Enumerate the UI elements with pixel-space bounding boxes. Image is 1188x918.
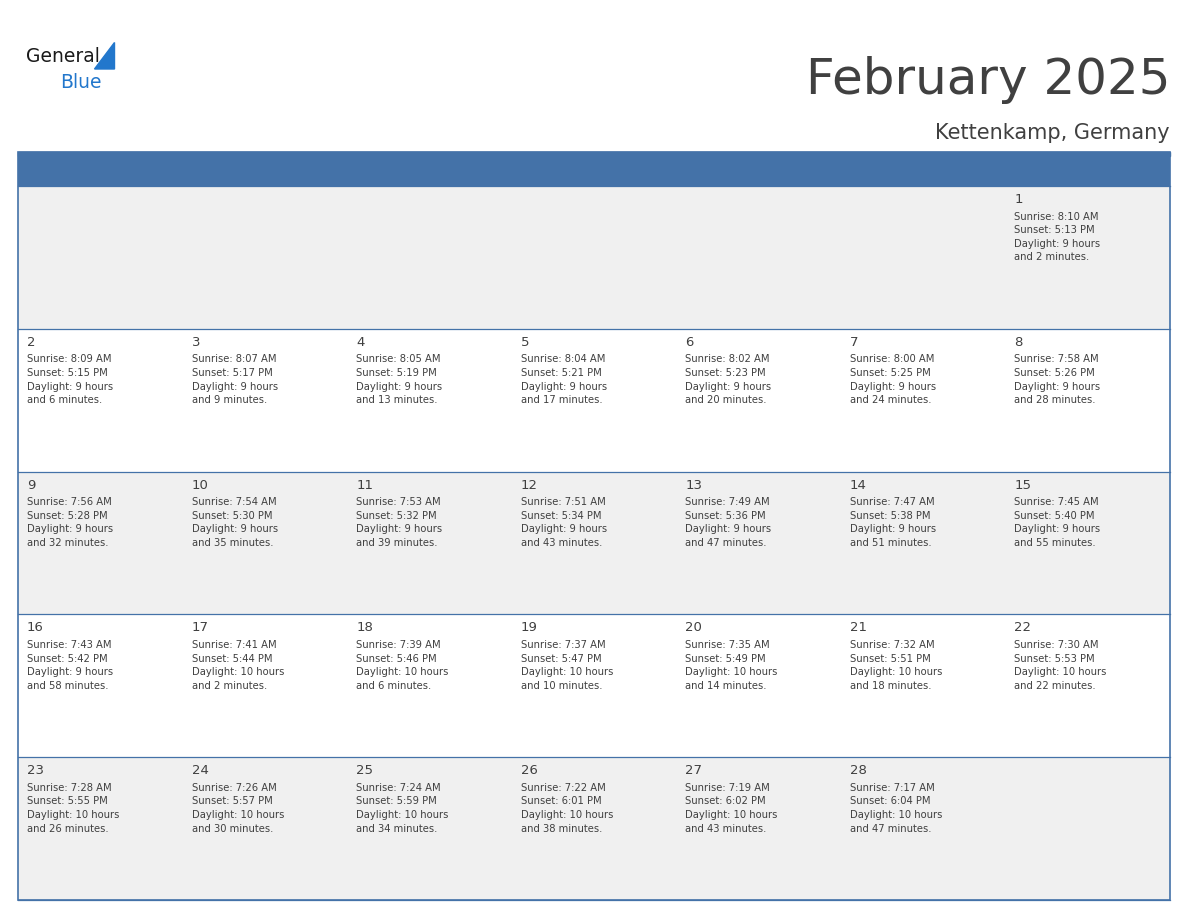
Text: 13: 13 [685,478,702,492]
Text: 8: 8 [1015,336,1023,349]
Text: Friday: Friday [849,163,901,178]
Text: Sunrise: 8:07 AM
Sunset: 5:17 PM
Daylight: 9 hours
and 9 minutes.: Sunrise: 8:07 AM Sunset: 5:17 PM Dayligh… [191,354,278,405]
Text: 3: 3 [191,336,200,349]
Text: 9: 9 [27,478,36,492]
Bar [18,156,1170,186]
Text: 2: 2 [27,336,36,349]
Text: Sunrise: 7:30 AM
Sunset: 5:53 PM
Daylight: 10 hours
and 22 minutes.: Sunrise: 7:30 AM Sunset: 5:53 PM Dayligh… [1015,640,1107,690]
Text: Sunrise: 7:39 AM
Sunset: 5:46 PM
Daylight: 10 hours
and 6 minutes.: Sunrise: 7:39 AM Sunset: 5:46 PM Dayligh… [356,640,449,690]
Text: 7: 7 [849,336,859,349]
Text: February 2025: February 2025 [805,56,1170,104]
Text: Sunrise: 7:56 AM
Sunset: 5:28 PM
Daylight: 9 hours
and 32 minutes.: Sunrise: 7:56 AM Sunset: 5:28 PM Dayligh… [27,498,113,548]
Text: 1: 1 [1015,193,1023,206]
Text: 16: 16 [27,621,44,634]
Text: 19: 19 [520,621,538,634]
Text: 4: 4 [356,336,365,349]
Text: Sunrise: 7:45 AM
Sunset: 5:40 PM
Daylight: 9 hours
and 55 minutes.: Sunrise: 7:45 AM Sunset: 5:40 PM Dayligh… [1015,498,1100,548]
Text: 12: 12 [520,478,538,492]
Bar [18,151,1170,156]
Text: 24: 24 [191,764,208,778]
Text: 26: 26 [520,764,538,778]
Text: 22: 22 [1015,621,1031,634]
Text: Sunrise: 7:41 AM
Sunset: 5:44 PM
Daylight: 10 hours
and 2 minutes.: Sunrise: 7:41 AM Sunset: 5:44 PM Dayligh… [191,640,284,690]
Text: 21: 21 [849,621,867,634]
Text: Sunrise: 7:43 AM
Sunset: 5:42 PM
Daylight: 9 hours
and 58 minutes.: Sunrise: 7:43 AM Sunset: 5:42 PM Dayligh… [27,640,113,690]
Text: Sunrise: 7:49 AM
Sunset: 5:36 PM
Daylight: 9 hours
and 47 minutes.: Sunrise: 7:49 AM Sunset: 5:36 PM Dayligh… [685,498,771,548]
Bar [18,151,1170,900]
Text: 17: 17 [191,621,209,634]
Text: Monday: Monday [191,163,257,178]
Text: 23: 23 [27,764,44,778]
Bar [18,757,1170,900]
Text: Sunrise: 7:47 AM
Sunset: 5:38 PM
Daylight: 9 hours
and 51 minutes.: Sunrise: 7:47 AM Sunset: 5:38 PM Dayligh… [849,498,936,548]
Text: Sunrise: 7:24 AM
Sunset: 5:59 PM
Daylight: 10 hours
and 34 minutes.: Sunrise: 7:24 AM Sunset: 5:59 PM Dayligh… [356,783,449,834]
Text: 10: 10 [191,478,208,492]
Text: Sunrise: 8:00 AM
Sunset: 5:25 PM
Daylight: 9 hours
and 24 minutes.: Sunrise: 8:00 AM Sunset: 5:25 PM Dayligh… [849,354,936,405]
Text: Sunday: Sunday [27,163,88,178]
Text: Sunrise: 7:51 AM
Sunset: 5:34 PM
Daylight: 9 hours
and 43 minutes.: Sunrise: 7:51 AM Sunset: 5:34 PM Dayligh… [520,498,607,548]
Bar [18,329,1170,472]
Text: 11: 11 [356,478,373,492]
Text: Sunrise: 7:28 AM
Sunset: 5:55 PM
Daylight: 10 hours
and 26 minutes.: Sunrise: 7:28 AM Sunset: 5:55 PM Dayligh… [27,783,119,834]
Text: Thursday: Thursday [685,163,762,178]
Text: Sunrise: 7:26 AM
Sunset: 5:57 PM
Daylight: 10 hours
and 30 minutes.: Sunrise: 7:26 AM Sunset: 5:57 PM Dayligh… [191,783,284,834]
Text: 14: 14 [849,478,867,492]
Text: Sunrise: 8:04 AM
Sunset: 5:21 PM
Daylight: 9 hours
and 17 minutes.: Sunrise: 8:04 AM Sunset: 5:21 PM Dayligh… [520,354,607,405]
Text: 18: 18 [356,621,373,634]
Text: 15: 15 [1015,478,1031,492]
Text: 20: 20 [685,621,702,634]
Text: Sunrise: 8:02 AM
Sunset: 5:23 PM
Daylight: 9 hours
and 20 minutes.: Sunrise: 8:02 AM Sunset: 5:23 PM Dayligh… [685,354,771,405]
Text: Sunrise: 8:09 AM
Sunset: 5:15 PM
Daylight: 9 hours
and 6 minutes.: Sunrise: 8:09 AM Sunset: 5:15 PM Dayligh… [27,354,113,405]
Text: Blue: Blue [61,73,101,93]
Text: Sunrise: 7:53 AM
Sunset: 5:32 PM
Daylight: 9 hours
and 39 minutes.: Sunrise: 7:53 AM Sunset: 5:32 PM Dayligh… [356,498,442,548]
Bar [18,472,1170,614]
Text: Sunrise: 7:37 AM
Sunset: 5:47 PM
Daylight: 10 hours
and 10 minutes.: Sunrise: 7:37 AM Sunset: 5:47 PM Dayligh… [520,640,613,690]
Polygon shape [95,42,114,69]
Text: 25: 25 [356,764,373,778]
Text: Sunrise: 7:35 AM
Sunset: 5:49 PM
Daylight: 10 hours
and 14 minutes.: Sunrise: 7:35 AM Sunset: 5:49 PM Dayligh… [685,640,778,690]
Text: Sunrise: 8:10 AM
Sunset: 5:13 PM
Daylight: 9 hours
and 2 minutes.: Sunrise: 8:10 AM Sunset: 5:13 PM Dayligh… [1015,211,1100,263]
Text: General: General [26,47,100,65]
Text: Saturday: Saturday [1015,163,1089,178]
Text: 6: 6 [685,336,694,349]
Text: Sunrise: 7:17 AM
Sunset: 6:04 PM
Daylight: 10 hours
and 47 minutes.: Sunrise: 7:17 AM Sunset: 6:04 PM Dayligh… [849,783,942,834]
Text: Tuesday: Tuesday [356,163,423,178]
Text: 27: 27 [685,764,702,778]
Text: Sunrise: 7:19 AM
Sunset: 6:02 PM
Daylight: 10 hours
and 43 minutes.: Sunrise: 7:19 AM Sunset: 6:02 PM Dayligh… [685,783,778,834]
Text: Sunrise: 7:54 AM
Sunset: 5:30 PM
Daylight: 9 hours
and 35 minutes.: Sunrise: 7:54 AM Sunset: 5:30 PM Dayligh… [191,498,278,548]
Text: Kettenkamp, Germany: Kettenkamp, Germany [935,123,1170,143]
Text: Sunrise: 7:32 AM
Sunset: 5:51 PM
Daylight: 10 hours
and 18 minutes.: Sunrise: 7:32 AM Sunset: 5:51 PM Dayligh… [849,640,942,690]
Text: 5: 5 [520,336,529,349]
Bar [18,614,1170,757]
Text: Sunrise: 7:58 AM
Sunset: 5:26 PM
Daylight: 9 hours
and 28 minutes.: Sunrise: 7:58 AM Sunset: 5:26 PM Dayligh… [1015,354,1100,405]
Text: 28: 28 [849,764,867,778]
Text: Sunrise: 8:05 AM
Sunset: 5:19 PM
Daylight: 9 hours
and 13 minutes.: Sunrise: 8:05 AM Sunset: 5:19 PM Dayligh… [356,354,442,405]
Text: Sunrise: 7:22 AM
Sunset: 6:01 PM
Daylight: 10 hours
and 38 minutes.: Sunrise: 7:22 AM Sunset: 6:01 PM Dayligh… [520,783,613,834]
Bar [18,186,1170,329]
Text: Wednesday: Wednesday [520,163,615,178]
